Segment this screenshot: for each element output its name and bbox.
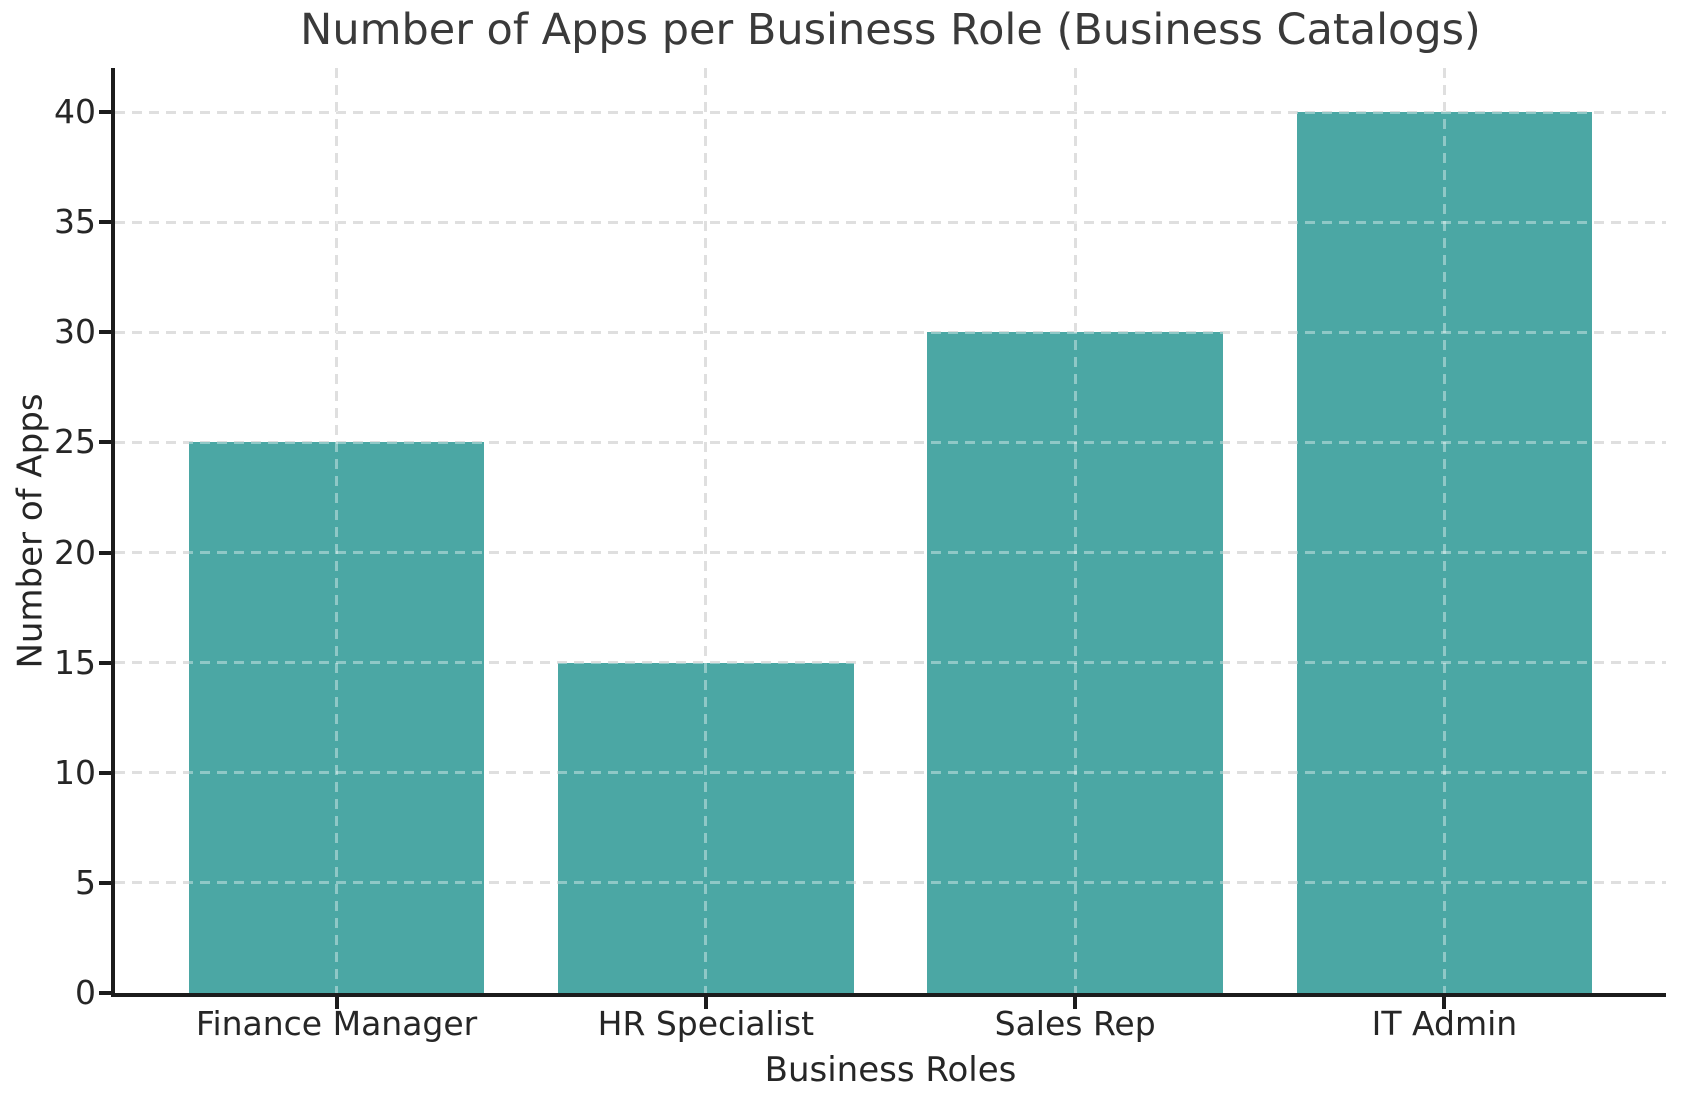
y-tick-label-0: 0 [75,973,96,1012]
gridline-overlay-y-10 [115,771,1666,775]
gridline-overlay-y-40 [115,110,1666,114]
gridline-y-20 [115,551,1666,555]
x-tick-label-hr-specialist: HR Specialist [597,1004,815,1043]
y-tick-label-25: 25 [54,422,96,462]
y-tick-mark-30 [99,330,111,335]
y-tick-label-35: 35 [54,202,96,242]
x-tick-label-sales-rep: Sales Rep [994,1004,1156,1043]
chart-title: Number of Apps per Business Role (Busine… [300,5,1481,55]
x-tick-label-it-admin: IT Admin [1371,1004,1518,1043]
gridline-overlay-x-hr-specialist [704,68,708,993]
y-tick-label-40: 40 [54,92,96,132]
y-tick-mark-15 [99,660,111,665]
y-tick-label-10: 10 [54,752,96,792]
gridline-overlay-y-20 [115,551,1666,555]
bar-it-admin [1296,112,1593,993]
gridline-overlay-y-5 [115,881,1666,885]
y-tick-mark-40 [99,110,111,115]
plot-area [111,68,1666,997]
x-tick-mark-hr-specialist [703,997,708,1009]
y-tick-mark-25 [99,440,111,445]
gridline-y-35 [115,220,1666,224]
bar-finance-manager [188,442,485,993]
gridline-overlay-y-35 [115,220,1666,224]
y-tick-mark-0 [99,991,111,995]
x-tick-mark-finance-manager [334,997,339,1009]
x-tick-label-finance-manager: Finance Manager [195,1004,478,1043]
gridline-x-hr-specialist [704,68,708,993]
y-tick-mark-20 [99,550,111,555]
gridline-overlay-x-finance-manager [335,68,339,993]
y-tick-label-20: 20 [54,532,96,572]
x-axis-label: Business Roles [764,1050,1017,1090]
y-tick-label-15: 15 [54,642,96,682]
gridline-y-10 [115,771,1666,775]
gridline-y-15 [115,661,1666,665]
y-tick-label-30: 30 [54,312,96,352]
y-tick-label-5: 5 [75,862,96,902]
gridline-y-5 [115,881,1666,885]
gridline-y-25 [115,440,1666,444]
x-tick-mark-sales-rep [1073,997,1078,1009]
gridline-overlay-x-sales-rep [1073,68,1077,993]
gridline-overlay-y-25 [115,440,1666,444]
gridline-overlay-x-it-admin [1442,68,1446,993]
bar-hr-specialist [558,662,854,993]
gridline-y-40 [115,110,1666,114]
y-tick-mark-35 [99,220,111,225]
y-tick-mark-5 [99,880,111,885]
y-tick-mark-10 [99,770,111,775]
gridline-overlay-y-30 [115,330,1666,334]
gridline-overlay-y-15 [115,661,1666,665]
gridline-y-30 [115,330,1666,334]
bar-sales-rep [927,332,1223,993]
x-tick-mark-it-admin [1442,997,1447,1009]
